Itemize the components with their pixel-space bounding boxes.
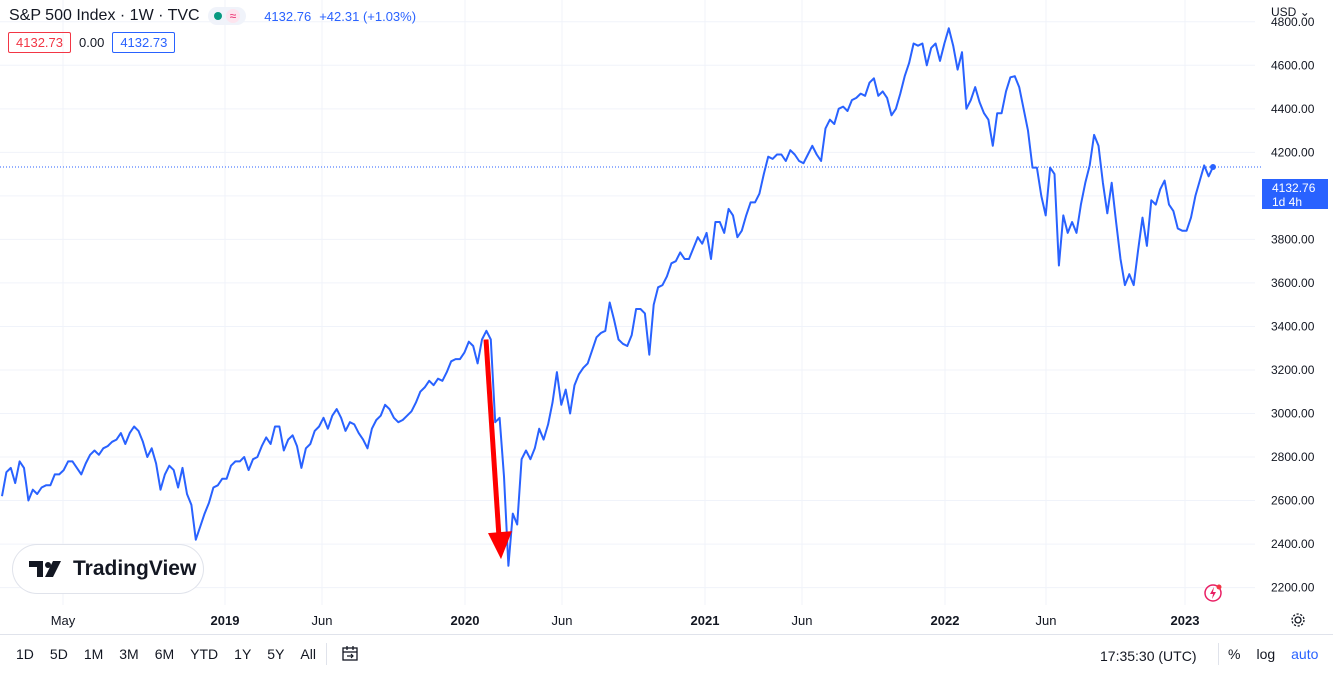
indicator-glyph-icon: ≈	[225, 9, 241, 23]
range-1m-button[interactable]: 1M	[83, 646, 104, 662]
chart-canvas[interactable]: 2200.00 2400.00 2600.00 2800.00 3000.00 3200.…	[0, 0, 1333, 634]
auto-scale-button[interactable]: auto	[1291, 646, 1319, 662]
bid-ask-row: 4132.73 0.00 4132.73	[8, 32, 176, 53]
arrow-head[interactable]	[488, 531, 512, 560]
x-tick-label: Jun	[312, 613, 333, 628]
tv-logo-icon	[29, 561, 61, 577]
goto-date-icon[interactable]	[341, 645, 359, 663]
x-tick-label: 2021	[691, 613, 720, 628]
flash-alert-icon[interactable]	[1203, 583, 1223, 603]
x-tick-label: Jun	[1036, 613, 1057, 628]
y-tick-label: 2600.00	[1271, 494, 1315, 508]
last-price-tag: 4132.76 1d 4h	[1262, 179, 1328, 209]
market-status-icon	[213, 12, 222, 20]
last-price-value: 4132.76	[1272, 181, 1316, 195]
range-5d-button[interactable]: 5D	[49, 646, 68, 662]
y-tick-label: 3600.00	[1271, 276, 1315, 290]
range-1y-button[interactable]: 1Y	[234, 646, 252, 662]
symbol-title[interactable]: S&P 500 Index · 1W · TVC	[9, 7, 200, 24]
x-tick-label: May	[51, 613, 76, 628]
time-axis[interactable]: May 2019 Jun 2020 Jun 2021 Jun 2022 Jun 2023	[51, 613, 1200, 628]
x-tick-label: Jun	[792, 613, 813, 628]
status-pill[interactable]: ≈	[207, 7, 247, 25]
x-tick-label: Jun	[552, 613, 573, 628]
chart-header: S&P 500 Index · 1W · TVC ≈ 4132.76 +42.3…	[9, 5, 416, 27]
log-scale-button[interactable]: log	[1256, 646, 1276, 662]
tradingview-logo[interactable]: TradingView	[13, 545, 203, 593]
x-tick-label: 2023	[1171, 613, 1200, 628]
range-6m-button[interactable]: 6M	[154, 646, 175, 662]
y-tick-label: 3200.00	[1271, 363, 1315, 377]
y-tick-label: 4400.00	[1271, 102, 1315, 116]
gear-icon[interactable]	[1290, 612, 1306, 628]
drawn-arrow[interactable]	[483, 339, 512, 560]
currency-label: USD	[1271, 5, 1297, 19]
header-price: 4132.76	[264, 8, 312, 24]
currency-menu[interactable]: USD ⌄	[1271, 5, 1310, 19]
range-3m-button[interactable]: 3M	[119, 646, 139, 662]
y-tick-label: 4800.00	[1271, 15, 1315, 29]
chevron-down-icon: ⌄	[1299, 5, 1310, 19]
range-1d-button[interactable]: 1D	[16, 646, 34, 662]
range-all-button[interactable]: All	[300, 646, 316, 662]
y-tick-label: 2400.00	[1271, 537, 1315, 551]
toolbar-divider	[326, 643, 327, 665]
y-tick-label: 3400.00	[1271, 319, 1315, 333]
y-tick-label: 2800.00	[1271, 450, 1315, 464]
range-buttons: 1D 5D 1M 3M 6M YTD 1Y 5Y All	[8, 646, 324, 662]
header-change: +42.31 (+1.03%)	[319, 8, 417, 24]
percent-scale-button[interactable]: %	[1228, 646, 1241, 662]
y-tick-label: 3000.00	[1271, 406, 1315, 420]
scale-options: % log auto	[1228, 646, 1318, 662]
price-axis[interactable]: 2200.00 2400.00 2600.00 2800.00 3000.00 3200.…	[1271, 15, 1315, 595]
sell-price-button[interactable]: 4132.73	[8, 32, 71, 53]
buy-price-button[interactable]: 4132.73	[112, 32, 176, 53]
arrow-shaft[interactable]	[483, 339, 502, 538]
x-tick-label: 2020	[451, 613, 480, 628]
bar-countdown: 1d 4h	[1272, 195, 1303, 209]
y-tick-label: 4600.00	[1271, 58, 1315, 72]
utc-clock[interactable]: 17:35:30 (UTC)	[1100, 648, 1197, 664]
last-price-dot	[1210, 163, 1216, 170]
toolbar-divider	[1218, 643, 1219, 665]
y-tick-label: 3800.00	[1271, 232, 1315, 246]
logo-text: TradingView	[73, 557, 197, 580]
range-5y-button[interactable]: 5Y	[267, 646, 285, 662]
price-series-line	[1, 27, 1214, 567]
bottom-toolbar: 1D 5D 1M 3M 6M YTD 1Y 5Y All 17:35:30 (U…	[0, 634, 1333, 674]
y-tick-label: 4200.00	[1271, 145, 1315, 159]
y-tick-label: 2200.00	[1271, 581, 1315, 595]
grid-lines	[0, 0, 1255, 605]
x-tick-label: 2022	[931, 613, 960, 628]
range-ytd-button[interactable]: YTD	[190, 646, 219, 662]
x-tick-label: 2019	[211, 613, 240, 628]
spread-value: 0.00	[79, 35, 105, 50]
